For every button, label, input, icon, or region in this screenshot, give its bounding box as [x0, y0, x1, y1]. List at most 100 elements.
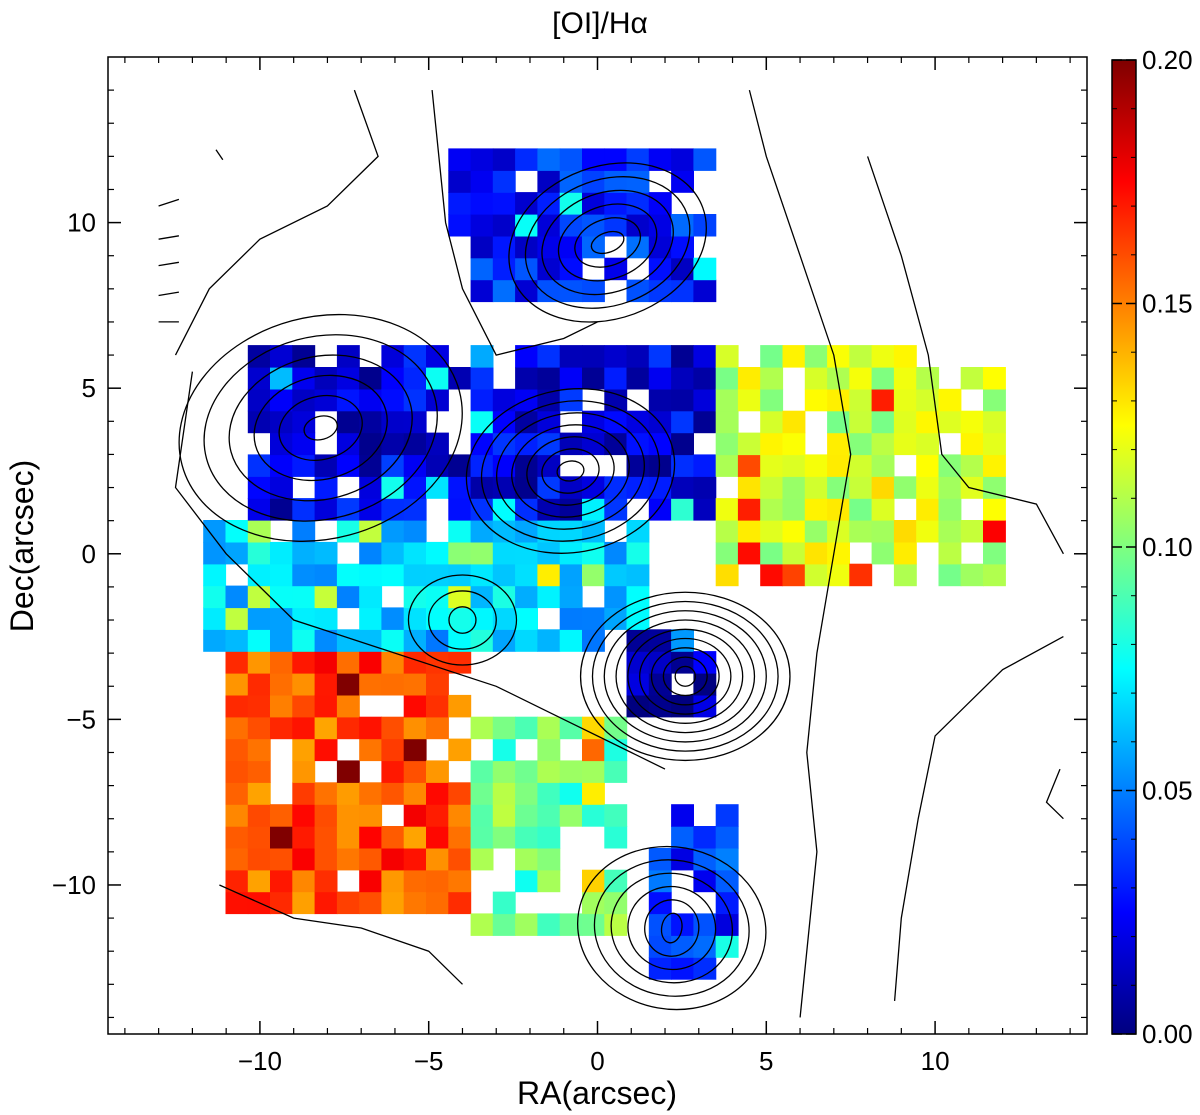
heatmap-pixel	[604, 148, 628, 171]
contour-line	[615, 619, 756, 734]
heatmap-pixel	[960, 454, 984, 477]
heatmap-pixel	[537, 716, 561, 740]
heatmap-pixel	[359, 891, 383, 915]
heatmap-pixel	[470, 716, 494, 740]
heatmap-pixel	[604, 760, 628, 783]
heatmap-pixel	[448, 148, 472, 171]
contour-line	[480, 400, 661, 542]
heatmap-pixel	[336, 804, 360, 827]
heatmap-pixel	[582, 891, 605, 915]
y-tick-label: 5	[82, 373, 96, 403]
heatmap-pixel	[582, 476, 605, 499]
y-axis-title: Dec(arcsec)	[4, 460, 40, 632]
heatmap-pixel	[626, 192, 650, 215]
heatmap-pixel	[470, 367, 494, 390]
heatmap-pixel	[693, 388, 717, 412]
heatmap-pixel	[715, 913, 739, 936]
heatmap-pixel	[270, 585, 293, 609]
heatmap-pixel	[470, 563, 494, 587]
heatmap-pixel	[827, 498, 850, 521]
heatmap-pixel	[648, 432, 672, 456]
heatmap-pixel	[715, 345, 739, 368]
heatmap-pixel	[292, 651, 316, 674]
heatmap-pixel	[247, 738, 271, 762]
heatmap-pixel	[849, 367, 873, 390]
contour-line	[579, 591, 791, 762]
heatmap-pixel	[559, 257, 583, 281]
heatmap-pixel	[336, 585, 360, 609]
heatmap-pixel	[448, 541, 472, 565]
contour-line	[174, 371, 666, 770]
heatmap-pixel	[760, 345, 784, 368]
heatmap-pixel	[537, 345, 561, 368]
heatmap-pixel	[492, 629, 516, 652]
heatmap-pixel	[448, 891, 472, 915]
heatmap-pixel	[582, 607, 605, 630]
heatmap-pixel	[470, 257, 494, 281]
heatmap-pixel	[247, 629, 271, 652]
heatmap-pixel	[426, 541, 449, 565]
heatmap-pixel	[604, 192, 628, 215]
heatmap-pixel	[492, 738, 516, 762]
heatmap-pixel	[359, 738, 383, 762]
heatmap-pixel	[403, 520, 427, 543]
heatmap-pixel	[225, 541, 249, 565]
heatmap-pixel	[671, 367, 694, 390]
heatmap-pixel	[470, 170, 494, 193]
heatmap-pixel	[626, 563, 650, 587]
heatmap-pixel	[960, 563, 984, 587]
heatmap-pixel	[827, 520, 850, 543]
heatmap-pixel	[426, 716, 449, 740]
heatmap-pixel	[448, 367, 472, 390]
heatmap-pixel	[225, 694, 249, 718]
heatmap-pixel	[693, 476, 717, 499]
heatmap-pixel	[582, 345, 605, 368]
contour-line	[178, 313, 463, 542]
heatmap-pixel	[448, 847, 472, 871]
heatmap-pixel	[359, 651, 383, 674]
heatmap-pixel	[515, 607, 538, 630]
heatmap-pixel	[359, 629, 383, 652]
heatmap-pixel	[448, 192, 472, 215]
heatmap-pixel	[292, 498, 316, 521]
heatmap-pixel	[336, 563, 360, 587]
heatmap-pixel	[270, 891, 293, 915]
heatmap-pixel	[515, 454, 538, 477]
heatmap-pixel	[336, 498, 360, 521]
heatmap-pixel	[648, 629, 672, 652]
heatmap-pixel	[470, 388, 494, 412]
heatmap-pixel	[292, 345, 316, 368]
heatmap-pixel	[381, 629, 405, 652]
heatmap-pixel	[470, 629, 494, 652]
heatmap-pixel	[403, 367, 427, 390]
heatmap-pixel	[225, 651, 249, 674]
contour-line	[448, 606, 477, 634]
heatmap-pixel	[426, 694, 449, 718]
heatmap-pixel	[359, 804, 383, 827]
heatmap-pixel	[983, 388, 1006, 412]
heatmap-pixel	[604, 585, 628, 609]
heatmap-pixel	[292, 804, 316, 827]
heatmap-pixel	[715, 541, 739, 565]
heatmap-pixel	[893, 520, 917, 543]
heatmap-pixel	[403, 869, 427, 893]
heatmap-pixel	[604, 257, 628, 281]
heatmap-pixel	[270, 345, 293, 368]
chart-title: [OI]/Hα	[552, 7, 648, 40]
heatmap-pixel	[693, 279, 717, 303]
heatmap-pixel	[515, 192, 538, 215]
heatmap-pixel	[470, 148, 494, 171]
heatmap-pixel	[871, 476, 895, 499]
heatmap-pixel	[537, 869, 561, 893]
heatmap-pixel	[559, 782, 583, 805]
heatmap-pixel	[314, 607, 338, 630]
heatmap-pixel	[448, 826, 472, 849]
heatmap-pixel	[492, 148, 516, 171]
heatmap-pixel	[247, 673, 271, 696]
heatmap-pixel	[582, 410, 605, 434]
heatmap-pixel	[671, 498, 694, 521]
heatmap-pixel	[492, 585, 516, 609]
heatmap-pixel	[671, 935, 694, 958]
heatmap-pixel	[916, 498, 940, 521]
heatmap-pixel	[492, 454, 516, 477]
